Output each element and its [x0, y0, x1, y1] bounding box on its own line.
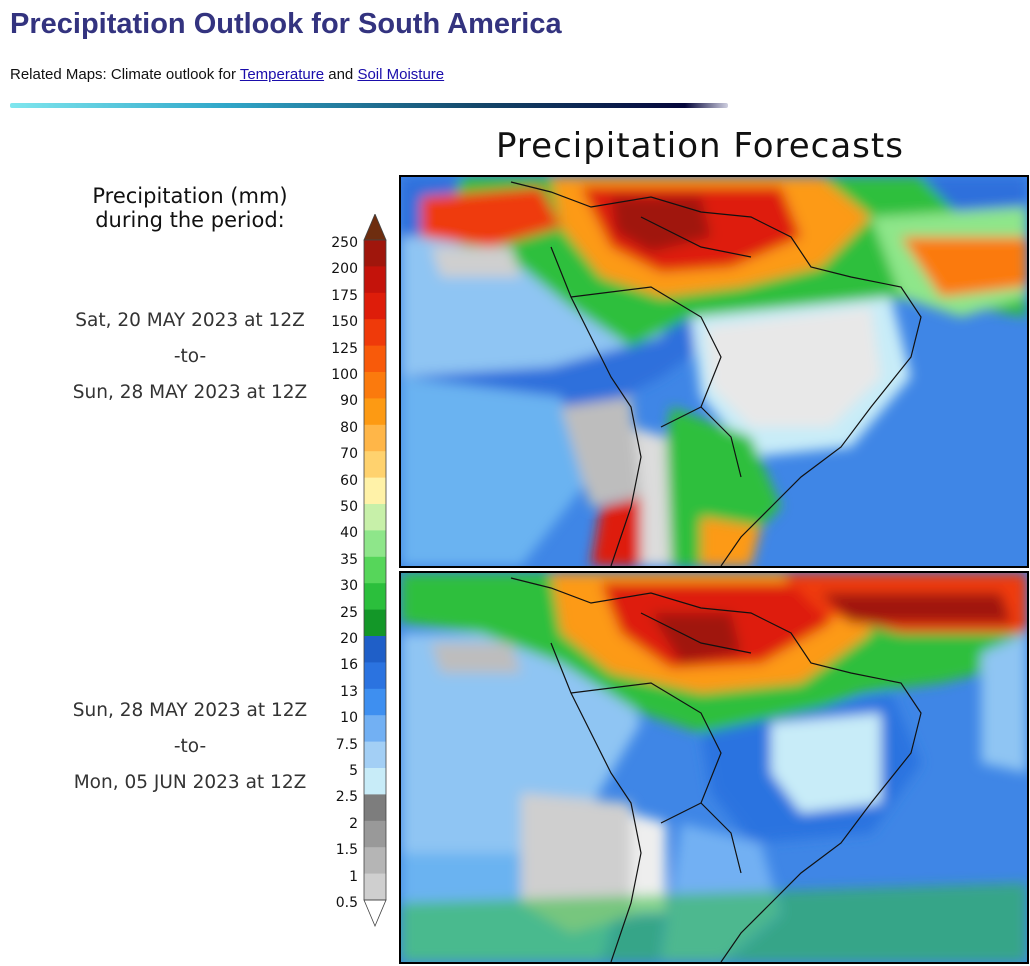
legend-tick-label: 200: [331, 261, 358, 278]
colorbar-segment: [364, 477, 386, 505]
colorbar-segment: [364, 768, 386, 795]
colorbar-segment: [364, 741, 386, 769]
legend-tick-label: 100: [331, 367, 358, 383]
legend-tick-label: 2: [349, 815, 358, 832]
colorbar-segment: [364, 688, 386, 716]
colorbar-segment: [364, 715, 386, 743]
colorbar-segment: [364, 345, 386, 373]
precipitation-color-bar: [363, 214, 387, 928]
period-2: Sun, 28 MAY 2023 at 12Z -to- Mon, 05 JUN…: [40, 693, 340, 801]
legend-tick-label: 10: [340, 710, 358, 727]
colorbar-segment: [364, 873, 386, 901]
related-and: and: [324, 66, 358, 83]
period-1-separator: -to-: [173, 346, 207, 367]
colorbar-segment: [364, 240, 386, 267]
temperature-link[interactable]: Temperature: [239, 66, 325, 83]
colorbar-segment: [364, 609, 386, 637]
legend-tick-label: 5: [349, 763, 358, 779]
period-1-from: Sat, 20 MAY 2023 at 12Z: [75, 310, 305, 331]
colorbar-segment: [364, 847, 386, 875]
legend-tick-label: 250: [331, 235, 358, 251]
legend-tick-label: 1: [349, 868, 358, 885]
legend-tick-label: 60: [340, 472, 358, 489]
legend-tick-label: 1.5: [335, 842, 358, 859]
map-panel-1: [399, 175, 1029, 568]
colorbar-segment: [364, 319, 386, 347]
colorbar-segment: [364, 292, 386, 320]
period-2-separator: -to-: [173, 736, 207, 757]
colorbar-segment: [364, 372, 386, 399]
colorbar-segment: [364, 662, 386, 690]
period-2-from: Sun, 28 MAY 2023 at 12Z: [72, 700, 308, 721]
related-prefix: Related Maps: Climate outlook for: [10, 66, 240, 83]
legend-title-line2: during the period:: [95, 208, 285, 232]
legend-tick-label: 20: [340, 631, 358, 647]
soil-moisture-link[interactable]: Soil Moisture: [357, 66, 445, 83]
legend-title-line1: Precipitation (mm): [92, 184, 288, 208]
colorbar-segment: [364, 636, 386, 663]
period-1: Sat, 20 MAY 2023 at 12Z -to- Sun, 28 MAY…: [40, 303, 340, 411]
legend-tick-label: 13: [340, 683, 358, 700]
colorbar-segment: [364, 266, 386, 294]
map-week2: [401, 573, 1027, 962]
map-week1: [401, 177, 1027, 566]
colorbar-segment: [364, 504, 386, 531]
legend-tick-label: 125: [331, 340, 358, 357]
legend-tick-label: 25: [340, 604, 358, 621]
legend-tick-label: 90: [340, 393, 358, 410]
colorbar-frame: [363, 239, 387, 901]
legend-tick-label: 35: [340, 551, 358, 568]
period-1-to: Sun, 28 MAY 2023 at 12Z: [72, 382, 308, 403]
related-maps: Related Maps: Climate outlook for Temper…: [10, 66, 444, 83]
legend-tick-label: 2.5: [335, 789, 358, 806]
legend-tick-label: 70: [340, 446, 358, 463]
period-2-to: Mon, 05 JUN 2023 at 12Z: [73, 772, 307, 793]
legend-tick-label: 150: [331, 314, 358, 331]
legend-tick-label: 50: [340, 499, 358, 515]
colorbar-bottom-triangle: [363, 899, 387, 928]
colorbar-segment: [364, 556, 386, 584]
colorbar-segment: [364, 451, 386, 479]
legend-tick-label: 175: [331, 287, 358, 304]
colorbar-segment: [364, 530, 386, 558]
figure-title: Precipitation Forecasts: [496, 126, 904, 166]
colorbar-segment: [364, 794, 386, 822]
legend-tick-label: 16: [340, 657, 358, 674]
colorbar-segment: [364, 820, 386, 848]
legend-tick-label: 40: [340, 525, 358, 542]
legend-tick-label: 0.5: [335, 895, 358, 911]
colorbar-segment: [364, 424, 386, 452]
colorbar-segment: [364, 583, 386, 611]
header-divider: [10, 103, 728, 108]
legend-tick-label: 80: [340, 419, 358, 436]
legend-tick-label: 30: [340, 578, 358, 595]
legend-title: Precipitation (mm) during the period:: [50, 184, 330, 232]
page-title: Precipitation Outlook for South America: [10, 8, 562, 40]
legend-tick-label: 7.5: [335, 736, 358, 753]
colorbar-segment: [364, 398, 386, 426]
map-panel-2: [399, 571, 1029, 964]
colorbar-top-triangle: [363, 214, 387, 241]
